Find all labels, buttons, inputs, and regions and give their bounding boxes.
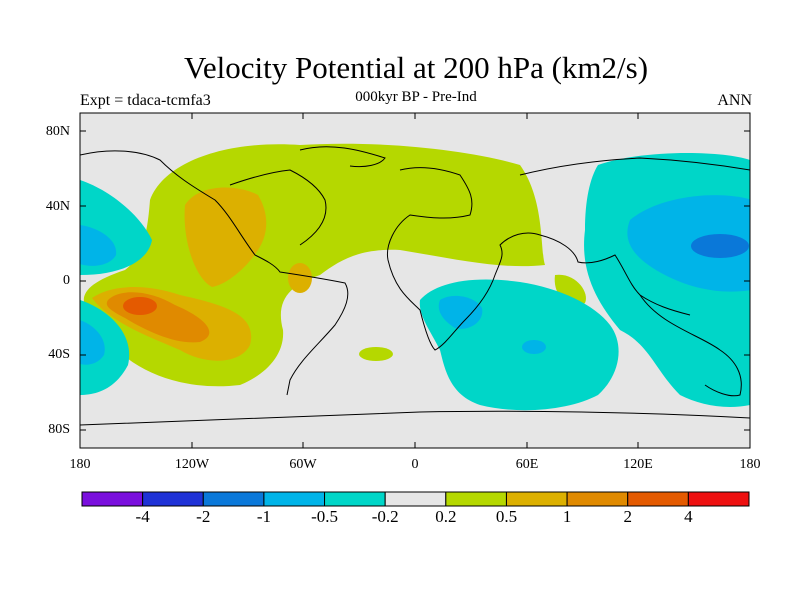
colorbar-label: -1 bbox=[256, 507, 271, 526]
axis-ticks bbox=[79, 113, 751, 448]
colorbar-label: 0.2 bbox=[435, 507, 457, 526]
negative-region-mid-west-pacific bbox=[627, 195, 750, 292]
negative-region-mid-east bbox=[80, 225, 117, 266]
colorbar-swatch bbox=[263, 491, 326, 507]
colorbar-label: -4 bbox=[135, 507, 150, 526]
x-tick-label: 120E bbox=[623, 457, 653, 472]
negative-region-mid-indian bbox=[438, 295, 483, 329]
colorbar-label: 4 bbox=[684, 507, 693, 526]
colorbar-swatch bbox=[81, 491, 144, 507]
negative-region-strong bbox=[691, 234, 749, 258]
x-tick-label: 60E bbox=[515, 457, 539, 472]
period-label: 000kyr BP - Pre-Ind bbox=[355, 89, 477, 105]
positive-region-mid-brazil bbox=[288, 263, 312, 293]
colorbar-swatch bbox=[445, 491, 507, 507]
negative-region-mid-africa bbox=[522, 340, 546, 354]
negative-region-mid-south bbox=[80, 320, 105, 365]
colorbar-swatch bbox=[142, 491, 204, 507]
x-tick-label: 120W bbox=[174, 457, 210, 472]
positive-region-weak-small bbox=[359, 347, 393, 361]
x-tick-label: 0 bbox=[411, 457, 419, 472]
y-tick-label: 80S bbox=[48, 422, 70, 437]
colorbar-swatch bbox=[324, 491, 386, 507]
y-tick-label: 40S bbox=[48, 347, 70, 362]
colorbar-swatch bbox=[202, 491, 265, 507]
colorbar-swatch bbox=[566, 491, 629, 507]
x-tick-label: 60W bbox=[289, 457, 317, 472]
colorbar-label: -0.5 bbox=[311, 507, 338, 526]
positive-region-mid bbox=[184, 187, 267, 287]
colorbar-swatch bbox=[627, 491, 689, 507]
colorbar-label: -2 bbox=[196, 507, 211, 526]
colorbar-label: 1 bbox=[562, 507, 572, 526]
x-tick-label: 180 bbox=[739, 457, 761, 472]
colorbar-swatch bbox=[384, 491, 447, 507]
colorbar-swatch bbox=[505, 491, 568, 507]
contour-field bbox=[80, 113, 750, 448]
experiment-label: Expt = tdaca-tcmfa3 bbox=[80, 92, 211, 109]
coastlines bbox=[80, 146, 750, 426]
colorbar-swatch bbox=[687, 491, 750, 507]
y-tick-label: 0 bbox=[63, 273, 70, 288]
plot-title: Velocity Potential at 200 hPa (km2/s) bbox=[183, 50, 649, 85]
positive-region-max bbox=[123, 297, 157, 315]
colorbar-label: 2 bbox=[623, 507, 632, 526]
season-label: ANN bbox=[717, 92, 752, 109]
x-tick-label: 180 bbox=[69, 457, 91, 472]
colorbar-label: 0.5 bbox=[495, 507, 518, 526]
colorbar-label: -0.2 bbox=[371, 507, 399, 526]
colorbar bbox=[81, 491, 750, 507]
y-tick-label: 40N bbox=[45, 199, 70, 214]
y-tick-label: 80N bbox=[45, 124, 70, 139]
